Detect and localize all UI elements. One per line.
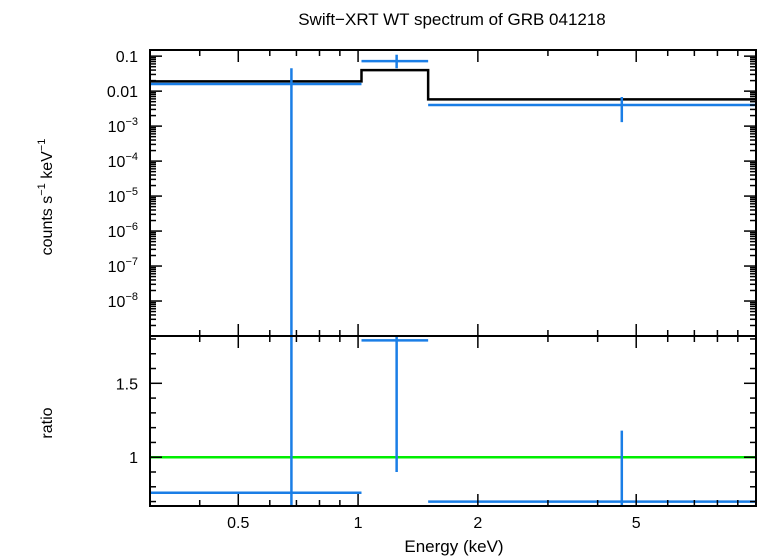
y-tick-label: 10−7 <box>108 256 138 276</box>
data-point <box>428 430 756 506</box>
y-tick-label: 10−8 <box>108 291 138 311</box>
y-tick-label: 10−4 <box>108 151 138 171</box>
y-tick-label: 0.01 <box>107 84 138 101</box>
x-tick-label: 0.5 <box>227 515 249 532</box>
y-tick-label: 10−6 <box>108 221 138 241</box>
x-tick-label: 1 <box>354 515 363 532</box>
y-axis-label-counts: counts s−1 keV−1 <box>36 139 56 256</box>
data-point <box>361 336 429 472</box>
y-axis-label-ratio: ratio <box>39 407 56 438</box>
model-line <box>150 68 756 101</box>
y-tick-label: 1 <box>129 450 138 467</box>
ratio-panel: 1 1.5 0.5 1 2 5 <box>116 335 757 532</box>
data-point <box>150 68 362 336</box>
x-tick-label: 5 <box>632 515 641 532</box>
panel-frame <box>149 49 757 337</box>
x-tick-label: 2 <box>473 515 482 532</box>
chart-title: Swift−XRT WT spectrum of GRB 041218 <box>298 10 606 29</box>
data-point <box>150 336 362 506</box>
panel-frame <box>149 335 757 507</box>
y-tick-label: 1.5 <box>116 376 138 393</box>
y-tick-label: 0.1 <box>116 49 138 66</box>
y-tick-label: 10−5 <box>108 186 138 206</box>
spectrum-panel: 0.1 0.01 10−3 10−4 10−5 10−6 10−7 10−8 <box>107 49 757 337</box>
data-point <box>361 54 429 69</box>
y-tick-label: 10−3 <box>108 116 138 136</box>
data-point <box>428 96 756 123</box>
x-axis-label: Energy (keV) <box>404 537 503 556</box>
